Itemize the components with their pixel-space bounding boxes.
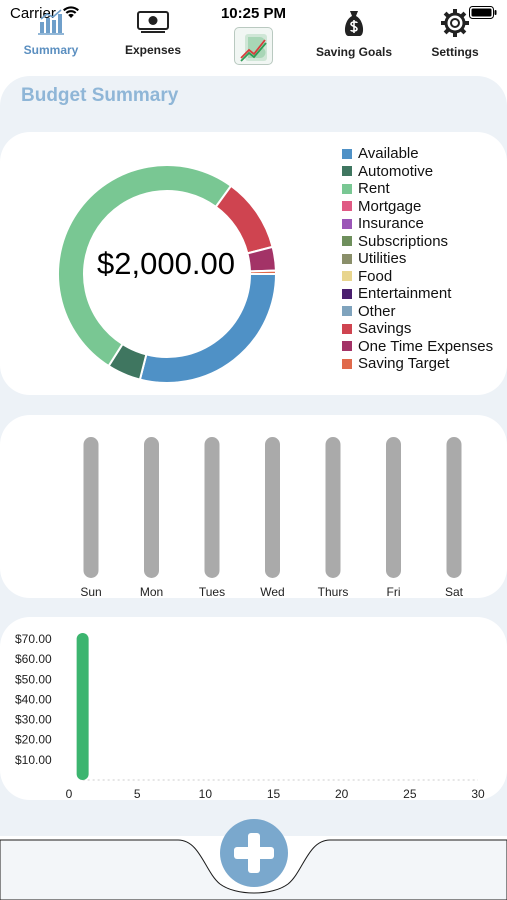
weekday-bar: [144, 437, 159, 578]
weekday-bar: [83, 437, 99, 578]
cash-icon: [137, 11, 169, 33]
weekday-label: Sun: [80, 585, 101, 598]
legend-label: Automotive: [358, 162, 434, 180]
plus-icon: [234, 833, 274, 873]
tab-settings-label: Settings: [431, 45, 479, 59]
tab-settings[interactable]: Settings: [405, 8, 505, 59]
legend-label: Other: [358, 302, 396, 320]
bar-chart-icon: [38, 9, 64, 35]
weekday-bar: [386, 437, 401, 578]
carrier-label: Carrier: [10, 5, 56, 22]
battery-icon: [469, 6, 497, 19]
x-tick-label: 25: [403, 787, 417, 800]
legend-swatch: [342, 271, 352, 282]
weekday-label: Mon: [140, 585, 163, 598]
legend-swatch: [342, 358, 352, 369]
legend-swatch: [342, 253, 352, 264]
legend-swatch: [342, 218, 352, 229]
legend-item: Mortgage: [342, 198, 493, 216]
legend-swatch: [342, 148, 352, 159]
y-tick-label: $50.00: [15, 672, 52, 686]
legend-item: Other: [342, 303, 493, 321]
budget-donut-chart[interactable]: [57, 164, 277, 384]
tab-expenses[interactable]: Expenses: [103, 8, 203, 57]
status-bar: Carrier 10:25 PM: [0, 0, 507, 28]
donut-slice[interactable]: [214, 184, 274, 255]
legend-label: Insurance: [358, 215, 424, 233]
tab-expenses-label: Expenses: [124, 43, 182, 57]
weekday-bar: [325, 437, 341, 578]
tab-summary-label: Summary: [23, 43, 79, 57]
y-tick-label: $40.00: [15, 692, 52, 706]
legend-item: Saving Target: [342, 355, 493, 373]
legend-swatch: [342, 288, 352, 299]
monthly-spending-chart: $10.00 $20.00 $30.00 $40.00 $50.00 $60.00 $70.…: [15, 632, 485, 800]
weekday-bar: [204, 437, 220, 578]
donut-slice[interactable]: [248, 269, 277, 275]
x-tick-label: 20: [335, 787, 349, 800]
legend-item: Utilities: [342, 250, 493, 268]
legend-item: Entertainment: [342, 285, 493, 303]
x-tick-label: 15: [267, 787, 281, 800]
x-tick-label: 0: [66, 787, 73, 800]
legend-label: Available: [358, 145, 419, 163]
wifi-icon: [63, 6, 79, 18]
legend-item: Rent: [342, 180, 493, 198]
clock: 10:25 PM: [220, 5, 287, 22]
legend-label: Entertainment: [358, 285, 452, 303]
weekday-label: Sat: [445, 585, 464, 598]
weekday-bar: [265, 437, 280, 578]
weekday-label: Wed: [260, 585, 284, 598]
weekday-label: Thurs: [318, 585, 349, 598]
donut-slice[interactable]: [138, 273, 277, 384]
legend-label: Utilities: [358, 250, 407, 268]
tab-summary[interactable]: Summary: [1, 8, 101, 57]
y-tick-label: $60.00: [15, 652, 52, 666]
weekday-label: Tues: [199, 585, 225, 598]
legend-item: Subscriptions: [342, 233, 493, 251]
legend-item: Food: [342, 268, 493, 286]
legend-swatch: [342, 166, 352, 177]
x-tick-label: 30: [471, 787, 485, 800]
y-tick-label: $20.00: [15, 733, 52, 747]
legend-label: Rent: [358, 180, 390, 198]
legend-label: One Time Expenses: [358, 337, 494, 355]
add-expense-button[interactable]: [220, 819, 288, 887]
legend-label: Mortgage: [358, 197, 422, 215]
legend-label: Saving Target: [358, 355, 450, 373]
tab-bar: [0, 839, 507, 900]
x-tick-label: 10: [199, 787, 213, 800]
money-bag-icon: [344, 11, 364, 36]
tab-saving-goals[interactable]: Saving Goals: [304, 8, 404, 59]
legend-swatch: [342, 201, 352, 212]
y-tick-label: $70.00: [15, 632, 52, 646]
gear-icon: [441, 9, 469, 37]
legend-item: Automotive: [342, 163, 493, 181]
tab-saving-goals-label: Saving Goals: [315, 45, 393, 59]
app-logo: [234, 27, 273, 65]
legend-label: Savings: [358, 320, 412, 338]
y-tick-label: $10.00: [15, 753, 52, 767]
budget-total: $2,000.00: [97, 246, 235, 281]
legend-swatch: [342, 306, 352, 317]
legend-item: One Time Expenses: [342, 338, 493, 356]
legend-swatch: [342, 323, 352, 334]
x-tick-label: 5: [134, 787, 141, 800]
y-tick-label: $30.00: [15, 713, 52, 727]
page-title: Budget Summary: [21, 85, 179, 106]
legend-label: Subscriptions: [358, 232, 449, 250]
weekday-label: Fri: [387, 585, 401, 598]
day-spending-bar: [76, 633, 89, 780]
legend-item: Insurance: [342, 215, 493, 233]
legend-swatch: [342, 341, 352, 352]
weekday-bar: [446, 437, 462, 578]
donut-slice[interactable]: [57, 164, 233, 368]
legend-item: Available: [342, 145, 493, 163]
weekly-spending-chart: Sun Mon Tues Wed Thurs Fri Sat: [80, 437, 464, 598]
legend-swatch: [342, 183, 352, 194]
chart-legend: Available Automotive Rent Mortgage Insurance…: [342, 145, 493, 373]
legend-item: Savings: [342, 320, 493, 338]
legend-swatch: [342, 236, 352, 247]
legend-label: Food: [358, 267, 393, 285]
